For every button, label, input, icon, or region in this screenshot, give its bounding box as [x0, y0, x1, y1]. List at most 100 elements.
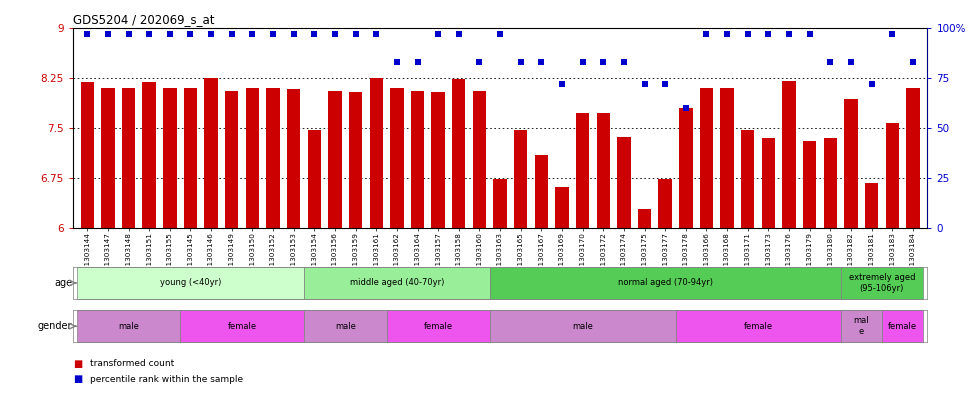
Point [720, 30, 735, 37]
Point [740, 30, 755, 37]
Point [389, 59, 405, 65]
Text: normal aged (70-94yr): normal aged (70-94yr) [618, 279, 713, 287]
Point [637, 81, 653, 87]
Bar [304, 267, 489, 299]
Point [657, 81, 673, 87]
Bar [761, 138, 775, 228]
Point [162, 30, 178, 37]
Bar [121, 88, 135, 228]
Point [760, 30, 776, 37]
Point [554, 81, 570, 87]
Bar [101, 88, 115, 228]
Bar [489, 267, 841, 299]
Bar [246, 88, 259, 228]
Point [224, 30, 240, 37]
Text: age: age [54, 278, 73, 288]
Bar [308, 130, 321, 228]
Bar [576, 113, 589, 228]
Point [430, 30, 446, 37]
Bar [386, 310, 489, 342]
Point [843, 59, 858, 65]
Point [120, 30, 136, 37]
Point [245, 30, 260, 37]
Bar [841, 310, 882, 342]
Bar [370, 78, 383, 228]
Point [782, 30, 797, 37]
Bar [841, 267, 923, 299]
Point [265, 30, 281, 37]
Point [513, 59, 528, 65]
Point [327, 30, 343, 37]
Point [100, 30, 116, 37]
Bar [679, 108, 692, 228]
Bar [390, 88, 404, 228]
Point [617, 59, 632, 65]
Bar [287, 89, 300, 228]
Bar [181, 310, 304, 342]
Bar [514, 130, 527, 228]
Point [183, 30, 198, 37]
Point [802, 30, 818, 37]
Bar [700, 88, 713, 228]
Bar [676, 310, 841, 342]
Bar [720, 88, 734, 228]
Point [595, 59, 611, 65]
Bar [431, 92, 445, 228]
Text: male: male [572, 322, 593, 331]
Text: female: female [423, 322, 452, 331]
Bar [493, 178, 507, 228]
Bar [411, 91, 424, 228]
Text: transformed count: transformed count [90, 359, 175, 368]
Bar [81, 82, 94, 228]
Bar [618, 137, 630, 228]
Point [368, 30, 384, 37]
Point [285, 30, 301, 37]
Point [203, 30, 218, 37]
Text: mal
e: mal e [854, 316, 869, 336]
Bar [225, 91, 239, 228]
Text: male: male [118, 322, 139, 331]
Point [451, 30, 466, 37]
Bar [906, 88, 920, 228]
Bar [266, 88, 280, 228]
Bar [882, 310, 923, 342]
Text: female: female [887, 322, 917, 331]
Bar [638, 209, 652, 228]
Bar [452, 79, 465, 228]
Bar [865, 182, 879, 228]
Point [472, 59, 487, 65]
Bar [304, 310, 386, 342]
Point [534, 59, 550, 65]
Bar [473, 91, 486, 228]
Text: extremely aged
(95-106yr): extremely aged (95-106yr) [849, 273, 915, 293]
Text: ■: ■ [73, 358, 83, 369]
Bar [143, 82, 156, 228]
Bar [77, 310, 181, 342]
Bar [489, 310, 676, 342]
Bar [349, 92, 362, 228]
Bar [184, 88, 197, 228]
Text: female: female [227, 322, 256, 331]
Point [410, 59, 425, 65]
Point [348, 30, 363, 37]
Bar [741, 130, 754, 228]
Bar [555, 187, 569, 228]
Point [492, 30, 508, 37]
Point [699, 30, 715, 37]
Bar [783, 81, 795, 228]
Bar [77, 267, 304, 299]
Point [575, 59, 590, 65]
Point [885, 30, 900, 37]
Point [80, 30, 95, 37]
Point [142, 30, 157, 37]
Point [905, 59, 921, 65]
Point [822, 59, 838, 65]
Bar [823, 138, 837, 228]
Bar [658, 178, 672, 228]
Point [864, 81, 880, 87]
Text: ■: ■ [73, 374, 83, 384]
Text: young (<40yr): young (<40yr) [160, 279, 221, 287]
Bar [535, 155, 548, 228]
Bar [803, 141, 817, 228]
Text: middle aged (40-70yr): middle aged (40-70yr) [350, 279, 444, 287]
